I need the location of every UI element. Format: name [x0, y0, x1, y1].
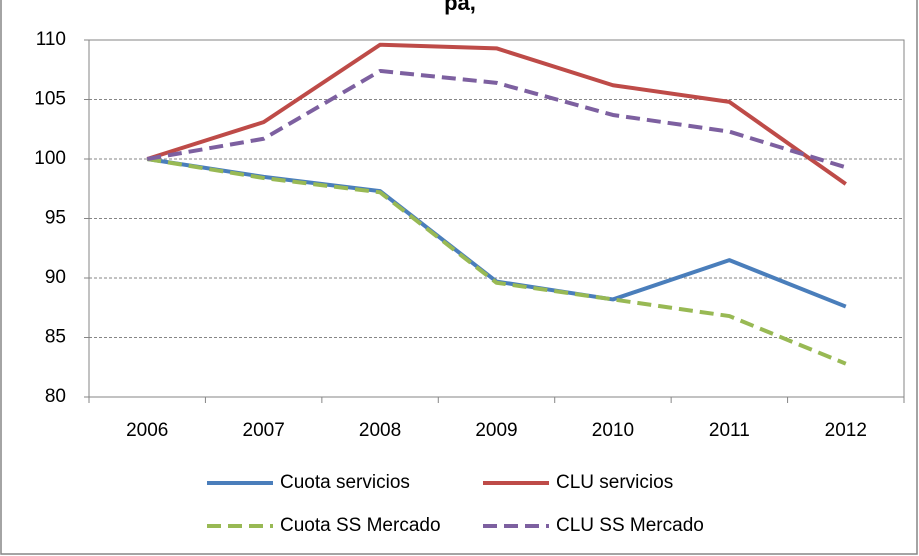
y-tick-label: 80: [45, 386, 66, 407]
x-tick-label: 2006: [126, 420, 168, 441]
y-tick-label: 110: [36, 29, 66, 50]
legend-label: Cuota SS Mercado: [280, 515, 441, 536]
y-tick-label: 100: [34, 148, 66, 169]
legend-label: CLU SS Mercado: [556, 515, 704, 536]
line-series: [146, 157, 847, 366]
legend-label: CLU servicios: [556, 472, 673, 493]
x-tick-label: 2008: [359, 420, 401, 441]
line-series: [146, 42, 847, 186]
legend-label: Cuota servicios: [280, 472, 410, 493]
line-series: [146, 68, 847, 170]
y-tick-label: 90: [45, 267, 66, 288]
x-tick-label: 2012: [825, 420, 867, 441]
y-tick-label: 85: [45, 327, 66, 348]
x-tick-label: 2009: [475, 420, 517, 441]
x-tick-label: 2010: [592, 420, 634, 441]
y-tick-label: 95: [45, 208, 66, 229]
chart-title: pa,: [444, 0, 476, 15]
x-tick-label: 2007: [243, 420, 285, 441]
y-tick-label: 105: [34, 89, 66, 110]
x-tick-label: 2011: [709, 420, 750, 441]
